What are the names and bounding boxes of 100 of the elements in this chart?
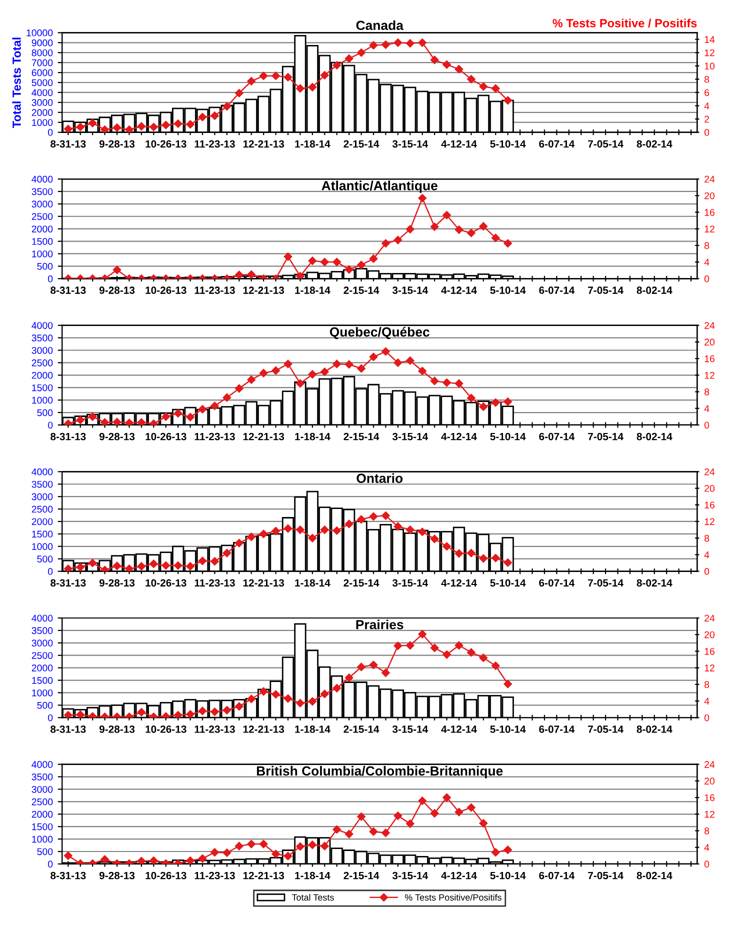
x-tick-label: 5-10-14 (490, 432, 526, 440)
x-tick-label: 3-15-14 (392, 286, 428, 294)
y-tick-label: 3000 (32, 640, 53, 647)
y-tick-label: 0 (48, 860, 53, 868)
x-tick-label: 8-31-13 (50, 432, 86, 440)
x-tick-label: 11-23-13 (194, 579, 235, 587)
x-tick-label: 7-05-14 (588, 140, 624, 148)
x-tick-label: 10-26-13 (146, 140, 186, 148)
y-tick-label: 1000 (32, 396, 53, 404)
chart-title: British Columbia/Colombie-Britannique (256, 766, 503, 778)
chart-title: Prairies (356, 620, 404, 630)
y2-tick-label: 8 (704, 827, 710, 834)
y-tick-label: 8000 (32, 49, 53, 56)
x-tick-label: 6-07-14 (539, 579, 575, 587)
y2-tick-label: 12 (704, 49, 714, 56)
y2-tick-label: 24 (704, 761, 715, 768)
x-tick-label: 10-26-13 (146, 872, 186, 880)
x-tick-label: 5-10-14 (490, 140, 526, 148)
x-tick-label: 3-15-14 (392, 432, 428, 440)
x-tick-label: 11-23-13 (194, 726, 235, 733)
y-tick-label: 1000 (32, 119, 53, 126)
x-tick-label: 2-15-14 (344, 579, 380, 587)
y2-tick-label: 0 (704, 275, 710, 282)
y2-tick-label: 8 (704, 242, 710, 250)
y2-tick-label: 20 (704, 338, 715, 346)
y-axis-title: Total Tests Total (12, 38, 21, 128)
y2-tick-label: 12 (704, 226, 714, 232)
y-tick-label: 0 (48, 568, 53, 575)
y-tick-label: 2000 (32, 372, 53, 379)
y-tick-label: 4000 (32, 322, 53, 329)
y-tick-label: 0 (48, 422, 53, 429)
x-tick-label: 9-28-13 (99, 872, 135, 880)
x-tick-label: 4-12-14 (441, 579, 477, 586)
x-tick-label: 12-21-13 (243, 579, 284, 587)
y-tick-label: 1000 (32, 689, 53, 696)
x-tick-label: 2-15-14 (344, 726, 380, 733)
x-tick-label: 5-10-14 (490, 872, 526, 880)
legend-label: % Tests Positive/Positifs (404, 894, 502, 901)
y2-tick-label: 4 (704, 552, 710, 558)
y2-tick-label: 8 (704, 681, 710, 688)
x-tick-label: 8-02-14 (636, 286, 672, 294)
y2-tick-label: 12 (704, 664, 714, 672)
y-tick-label: 3000 (32, 786, 53, 793)
x-tick-label: 2-15-14 (344, 286, 380, 294)
y-tick-label: 1500 (32, 823, 53, 830)
x-tick-label: 5-10-14 (490, 726, 526, 733)
y-tick-label: 1000 (32, 543, 53, 550)
x-tick-label: 9-28-13 (99, 579, 135, 587)
x-tick-label: 9-28-13 (99, 286, 135, 294)
x-tick-label: 7-05-14 (588, 432, 624, 440)
y2-tick-label: 12 (704, 810, 714, 818)
y-tick-label: 2500 (32, 213, 53, 220)
y2-tick-label: 16 (704, 794, 714, 802)
chart-title: Ontario (356, 473, 403, 483)
x-tick-label: 12-21-13 (243, 872, 284, 880)
y-tick-label: 2000 (32, 664, 53, 672)
x-tick-label: 9-28-13 (99, 432, 135, 440)
y2-tick-label: 8 (704, 534, 710, 542)
y-tick-label: 4000 (32, 89, 53, 96)
x-tick-label: 7-05-14 (588, 726, 624, 733)
y-tick-label: 2000 (32, 518, 53, 526)
x-tick-label: 3-15-14 (392, 872, 428, 880)
y2-tick-label: 0 (704, 714, 710, 722)
x-tick-label: 3-15-14 (392, 579, 428, 587)
y-tick-label: 2000 (32, 109, 53, 116)
x-tick-label: 1-18-14 (295, 286, 330, 294)
y2-axis-title: % Tests Positive / Positifs (552, 18, 697, 28)
y-tick-label: 3000 (32, 346, 53, 354)
y2-tick-label: 4 (704, 698, 710, 705)
x-tick-label: 2-15-14 (344, 432, 380, 440)
x-tick-label: 5-10-14 (490, 579, 526, 587)
y2-tick-label: 4 (704, 102, 710, 110)
x-tick-label: 10-26-13 (146, 432, 186, 440)
y2-tick-label: 24 (704, 322, 715, 329)
x-tick-label: 8-31-13 (50, 726, 86, 733)
chart-title: Quebec/Québec (330, 326, 430, 340)
x-tick-label: 11-23-13 (194, 140, 235, 148)
y2-tick-label: 24 (704, 468, 715, 476)
y2-tick-label: 16 (704, 648, 714, 655)
x-tick-label: 4-12-14 (441, 286, 477, 294)
y-tick-label: 1500 (32, 384, 53, 392)
x-tick-label: 11-23-13 (194, 432, 235, 440)
x-tick-label: 12-21-13 (243, 432, 284, 440)
x-tick-label: 8-02-14 (636, 726, 672, 733)
y2-tick-label: 16 (704, 502, 714, 508)
y2-tick-label: 24 (704, 176, 715, 183)
y2-tick-label: 20 (704, 778, 715, 785)
chart-title: Canada (356, 20, 404, 30)
x-tick-label: 10-26-13 (146, 579, 186, 587)
x-tick-label: 11-23-13 (194, 286, 235, 294)
x-tick-label: 4-12-14 (441, 432, 477, 440)
y2-tick-label: 0 (704, 860, 710, 868)
x-tick-label: 8-31-13 (50, 579, 86, 587)
y-tick-label: 0 (48, 129, 53, 136)
y2-tick-label: 0 (704, 422, 710, 429)
legend-label: Total Tests (292, 894, 334, 901)
x-tick-label: 6-07-14 (539, 286, 575, 294)
x-tick-label: 8-02-14 (636, 872, 672, 880)
y-tick-label: 1000 (32, 836, 53, 843)
x-tick-label: 8-02-14 (636, 432, 672, 440)
